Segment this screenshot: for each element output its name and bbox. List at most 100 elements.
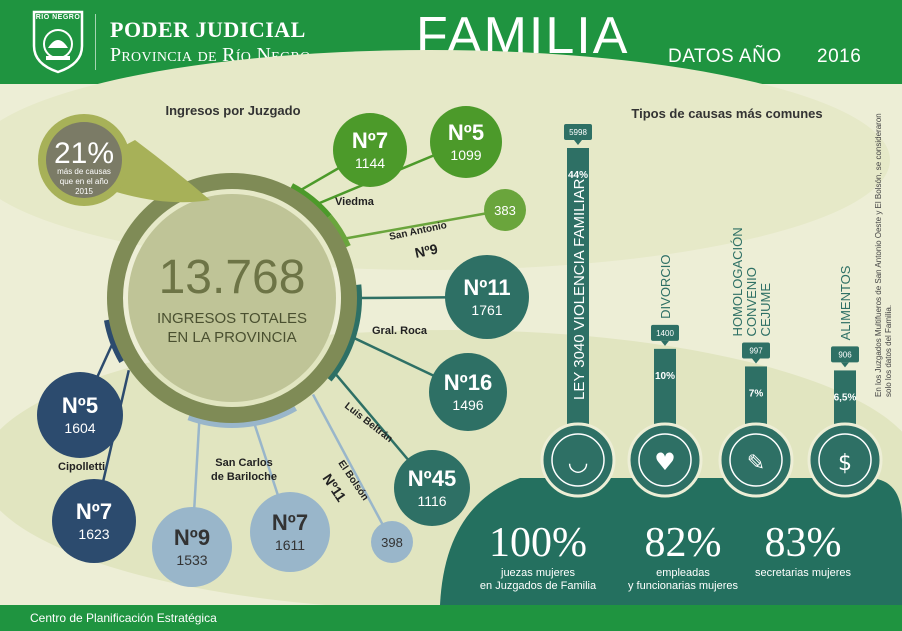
bar-value: 1400 bbox=[656, 329, 674, 338]
court-bubble-san-antonio bbox=[484, 189, 526, 231]
stat-label-line1: secretarias mujeres bbox=[755, 567, 851, 579]
growth-text-line3: 2015 bbox=[75, 187, 93, 196]
court-number: Nº45 bbox=[408, 466, 456, 491]
bar-value: 5998 bbox=[569, 128, 587, 137]
court-value: 1611 bbox=[275, 537, 305, 553]
total-center bbox=[128, 194, 336, 402]
bar-category-label: CEJUME bbox=[758, 283, 773, 337]
footer-label: Centro de Planificación Estratégica bbox=[30, 611, 217, 625]
group-label-cipolletti: Cipolletti bbox=[58, 461, 105, 473]
bar-value-pointer bbox=[841, 362, 849, 368]
bar-category-label: CONVENIO bbox=[744, 267, 759, 336]
stat-label-line1: juezas mujeres bbox=[500, 567, 575, 579]
court-number: Nº7 bbox=[76, 499, 112, 524]
arc-bariloche bbox=[187, 403, 297, 428]
total-ring bbox=[107, 173, 357, 423]
org-title: PODER JUDICIAL bbox=[110, 17, 306, 42]
arc-san-antonio bbox=[325, 214, 351, 249]
growth-text-line2: que en el año bbox=[60, 177, 109, 186]
court-label-san-antonio-n9: Nº9 bbox=[413, 240, 439, 260]
court-value: 1496 bbox=[452, 397, 483, 413]
court-bubble-bariloche bbox=[152, 507, 232, 587]
bar-percent: 6,5% bbox=[834, 392, 857, 403]
group-label-bariloche-line2: de Bariloche bbox=[211, 471, 277, 483]
bar-value-tag bbox=[831, 346, 859, 363]
court-value: 1144 bbox=[355, 155, 385, 171]
court-bubble-luis-beltran bbox=[394, 450, 470, 526]
bar-1 bbox=[654, 348, 676, 430]
dollar-icon-glyph: $ bbox=[838, 451, 852, 476]
stat-value: 82% bbox=[645, 520, 722, 566]
bar-2 bbox=[745, 366, 767, 430]
leader-line-san-antonio bbox=[343, 208, 506, 241]
side-note: En los Juzgados Multifueros de San Anton… bbox=[874, 113, 893, 397]
court-number: Nº16 bbox=[444, 370, 492, 395]
growth-value: 21% bbox=[54, 137, 114, 170]
total-label-line2: EN LA PROVINCIA bbox=[167, 329, 296, 346]
stat-label-line2: y funcionarias mujeres bbox=[628, 580, 739, 592]
court-value: 1116 bbox=[417, 493, 446, 509]
header-divider bbox=[95, 14, 96, 70]
leader-line-el-bolson bbox=[311, 393, 394, 543]
bar-chart-title: Tipos de causas más comunes bbox=[631, 106, 822, 121]
data-year-label: DATOS AÑO bbox=[668, 46, 782, 67]
court-bubble-cipolletti bbox=[52, 479, 136, 563]
bar-percent: 44% bbox=[568, 170, 588, 181]
bar-value-tag bbox=[742, 342, 770, 359]
court-bubble-el-bolson bbox=[371, 521, 413, 563]
court-number: Nº7 bbox=[352, 128, 388, 153]
stat-value: 83% bbox=[765, 520, 842, 566]
bar-percent: 7% bbox=[749, 388, 764, 399]
bar-category-label: LEY 3040 VIOLENCIA FAMILIAR bbox=[571, 178, 588, 400]
pen-icon-glyph: ✎ bbox=[747, 451, 765, 476]
court-value: 1761 bbox=[471, 302, 502, 318]
total-value: 13.768 bbox=[159, 251, 306, 304]
icon-ring bbox=[551, 433, 605, 487]
bar-category-label: ALIMENTOS bbox=[838, 265, 853, 340]
court-bubble-viedma bbox=[430, 106, 502, 178]
court-value: 1623 bbox=[78, 526, 109, 542]
bar-0 bbox=[567, 148, 589, 430]
arc-viedma bbox=[289, 183, 332, 220]
seal-text: RIO NEGRO bbox=[35, 14, 81, 21]
court-number: Nº5 bbox=[62, 393, 98, 418]
court-number: Nº11 bbox=[463, 275, 510, 300]
court-number: Nº9 bbox=[174, 525, 210, 550]
rio-negro-seal-icon bbox=[32, 10, 84, 74]
bar-value: 997 bbox=[749, 346, 763, 355]
footer-bar: Centro de Planificación Estratégica bbox=[0, 605, 902, 631]
group-label-bariloche-line1: San Carlos bbox=[215, 457, 272, 469]
stat-label-line2: en Juzgados de Familia bbox=[480, 580, 597, 592]
court-bubble-bariloche bbox=[250, 492, 330, 572]
bar-value-tag bbox=[564, 124, 592, 140]
bar-percent: 10% bbox=[655, 371, 675, 382]
icon-ring bbox=[638, 433, 692, 487]
court-number: Nº7 bbox=[272, 510, 308, 535]
bar-value-pointer bbox=[574, 140, 582, 145]
icon-ring bbox=[818, 433, 872, 487]
court-bubble-cipolletti bbox=[37, 372, 123, 458]
stat-value: 100% bbox=[489, 520, 587, 566]
growth-bubble bbox=[46, 122, 122, 198]
court-value: 1099 bbox=[450, 147, 481, 163]
total-label-line1: INGRESOS TOTALES bbox=[157, 310, 307, 327]
bar-value-pointer bbox=[661, 340, 669, 346]
eye-icon-glyph: ◡ bbox=[568, 448, 589, 476]
group-label-gral-roca: Gral. Roca bbox=[372, 325, 428, 337]
court-bubble-viedma bbox=[333, 113, 407, 187]
court-value: 398 bbox=[381, 535, 403, 550]
stat-label-line1: empleadas bbox=[656, 567, 710, 579]
court-value: 383 bbox=[494, 203, 516, 218]
court-bubble-gral-roca bbox=[445, 255, 529, 339]
bar-value: 906 bbox=[838, 350, 852, 359]
heart-icon-glyph: ♥ bbox=[654, 448, 676, 476]
arc-gral-roca bbox=[325, 284, 362, 382]
group-label-viedma: Viedma bbox=[335, 196, 375, 208]
icon-ring bbox=[729, 433, 783, 487]
court-bubble-gral-roca bbox=[429, 353, 507, 431]
court-value: 1604 bbox=[64, 420, 95, 436]
court-value: 1533 bbox=[176, 552, 207, 568]
court-number: Nº5 bbox=[448, 120, 484, 145]
bubble-chart-title: Ingresos por Juzgado bbox=[165, 103, 300, 118]
